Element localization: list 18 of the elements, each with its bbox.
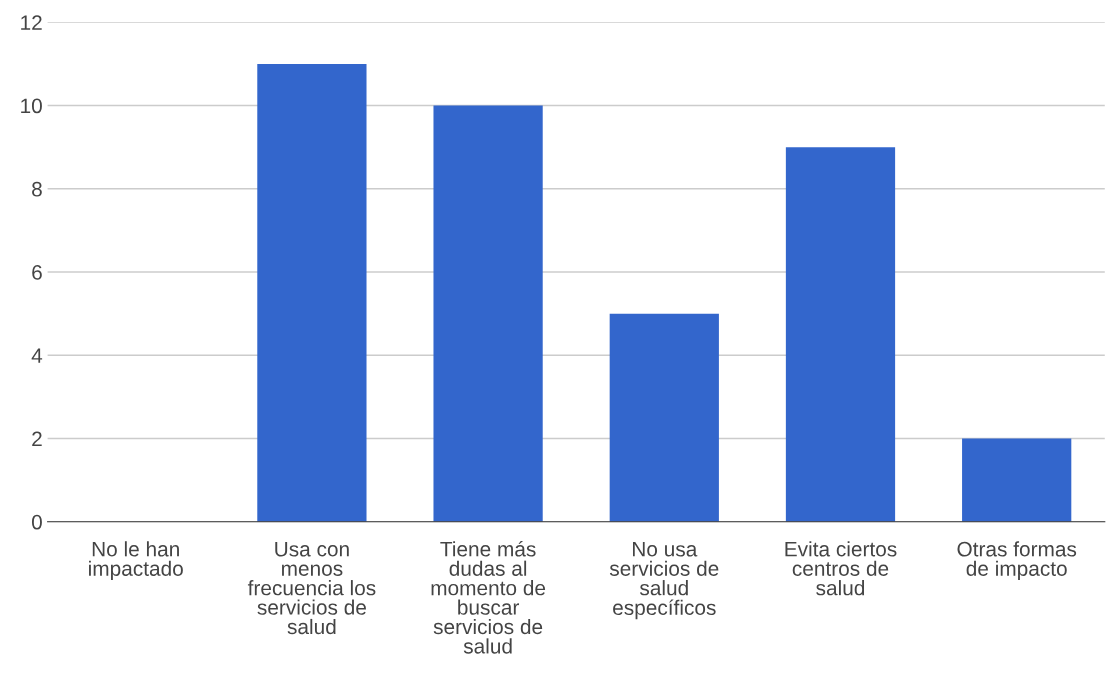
bar	[609, 313, 719, 522]
x-tick-label: Usa con menos frecuencia los servicios de salud	[247, 541, 376, 635]
y-tick-label: 6	[32, 265, 42, 280]
bar	[433, 105, 543, 522]
x-tick-label: No usa servicios de salud específicos	[609, 541, 719, 620]
bar	[785, 147, 896, 522]
bar	[257, 63, 367, 522]
bar	[962, 438, 1072, 522]
x-tick-label: Tiene más dudas al momento de buscar servicios de salud	[431, 540, 546, 654]
x-tick-label: Evita ciertos centros de salud	[785, 541, 897, 596]
x-tick-label: Otras formas de impacto	[957, 541, 1077, 581]
y-tick-label: 10	[21, 98, 42, 114]
y-tick-label: 8	[32, 181, 42, 197]
y-tick-label: 0	[31, 514, 42, 530]
y-tick-label: 4	[31, 348, 43, 363]
y-tick-label: 12	[21, 15, 42, 30]
y-tick-label: 2	[32, 431, 42, 447]
x-tick-label: No le han impactado	[89, 541, 183, 581]
